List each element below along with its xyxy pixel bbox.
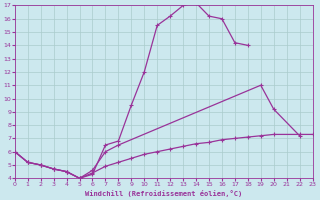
X-axis label: Windchill (Refroidissement éolien,°C): Windchill (Refroidissement éolien,°C) — [85, 190, 242, 197]
